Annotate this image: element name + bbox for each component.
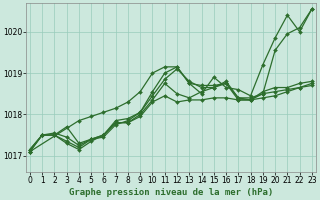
X-axis label: Graphe pression niveau de la mer (hPa): Graphe pression niveau de la mer (hPa) bbox=[69, 188, 273, 197]
